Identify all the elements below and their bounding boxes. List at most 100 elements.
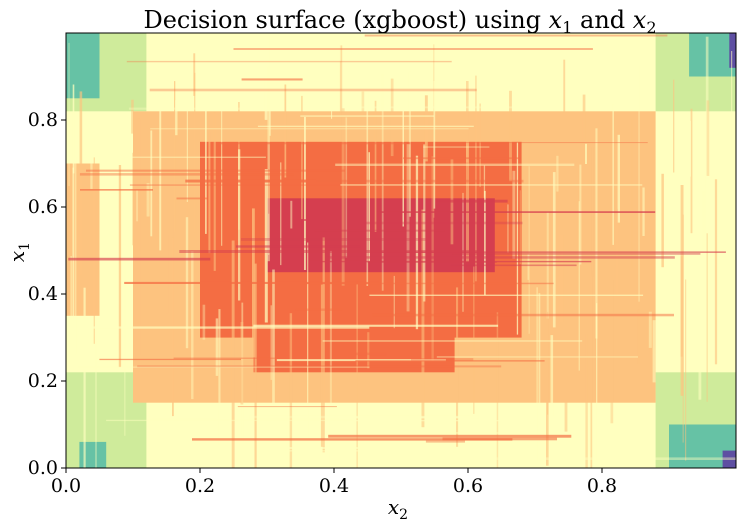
grain-streak xyxy=(579,164,582,265)
grain-streak xyxy=(673,79,675,173)
grain-streak xyxy=(433,81,436,209)
y-tick-label: 0.8 xyxy=(28,109,58,131)
chart-title: Decision surface (xgboost) using x1 and … xyxy=(143,6,656,37)
grain-streak xyxy=(436,199,508,203)
grain-streak xyxy=(302,282,554,285)
grain-streak xyxy=(423,146,490,148)
grain-streak xyxy=(99,358,242,361)
grain-streak xyxy=(582,94,586,141)
grain-streak xyxy=(466,124,469,262)
grain-streak xyxy=(149,88,477,92)
grain-streak xyxy=(652,320,656,383)
grain-streak xyxy=(436,356,638,358)
grain-streak xyxy=(197,49,200,103)
grain-streak xyxy=(186,107,188,202)
grain-streak xyxy=(68,42,70,187)
grain-streak xyxy=(68,257,211,261)
grain-streak xyxy=(83,287,86,468)
grain-streak xyxy=(596,303,598,460)
grain-streak xyxy=(146,183,150,217)
grain-streak xyxy=(296,219,337,221)
plot-frame xyxy=(65,32,737,469)
heatmap-region xyxy=(689,33,736,77)
heatmap-region xyxy=(722,450,736,468)
y-axis-label: x1 xyxy=(5,242,33,262)
grain-streak xyxy=(338,39,341,62)
grain-streak xyxy=(381,73,384,291)
grain-streak xyxy=(237,406,337,408)
grain-streak xyxy=(519,190,521,265)
grain-streak xyxy=(193,53,196,96)
grain-streak xyxy=(367,332,370,369)
grain-streak xyxy=(159,86,162,251)
grain-streak xyxy=(366,86,369,286)
grain-streak xyxy=(547,311,549,415)
grain-streak xyxy=(253,324,499,327)
grain-streak xyxy=(93,326,370,329)
x-tick-label: 0.2 xyxy=(185,475,215,497)
grain-streak xyxy=(556,155,559,192)
plot-area xyxy=(65,32,737,469)
grain-streak xyxy=(165,235,169,314)
grain-streak xyxy=(328,434,572,438)
grain-streak xyxy=(552,172,556,328)
grain-streak xyxy=(689,120,691,177)
grain-streak xyxy=(483,165,486,198)
grain-streak xyxy=(208,131,211,254)
grain-streak xyxy=(202,304,206,340)
grain-streak xyxy=(77,366,370,368)
grain-streak xyxy=(536,287,538,461)
grain-streak xyxy=(220,142,411,145)
grain-streak xyxy=(347,420,528,422)
grain-streak xyxy=(467,457,736,460)
grain-streak xyxy=(341,108,345,286)
grain-streak xyxy=(300,115,435,117)
grain-streak xyxy=(254,263,257,468)
grain-streak xyxy=(356,284,358,468)
grain-streak xyxy=(233,48,593,50)
grain-streak xyxy=(335,163,575,166)
y-axis-ticks: 0.0 0.2 0.4 0.6 0.8 xyxy=(28,109,66,479)
grain-streak xyxy=(393,275,395,329)
grain-streak xyxy=(179,250,483,253)
grain-streak xyxy=(79,173,294,176)
grain-streak xyxy=(185,179,317,183)
grain-streak xyxy=(93,157,95,344)
grain-streak xyxy=(331,36,333,119)
grain-streak xyxy=(475,75,477,282)
grain-streak xyxy=(452,253,701,255)
y-tick-label: 0.6 xyxy=(28,196,58,218)
grain-streak xyxy=(612,104,614,245)
grain-streak xyxy=(173,215,175,362)
grain-streak xyxy=(240,322,244,405)
grain-streak xyxy=(484,190,486,296)
grain-streak xyxy=(349,106,557,109)
grain-streak xyxy=(450,264,577,267)
grain-streak xyxy=(126,60,452,63)
grain-streak xyxy=(637,309,640,364)
grain-streak xyxy=(80,189,153,191)
grain-streak xyxy=(264,447,452,449)
grain-streak xyxy=(538,293,541,410)
grain-streak xyxy=(702,190,705,249)
grain-streak xyxy=(527,254,529,280)
grain-streak xyxy=(90,136,93,189)
x-tick-label: 0.0 xyxy=(51,475,81,497)
grain-streak xyxy=(338,416,471,419)
grain-streak xyxy=(221,91,223,246)
grain-streak xyxy=(372,313,674,317)
heatmap-region xyxy=(253,337,455,373)
grain-streak xyxy=(512,170,516,259)
grain-streak xyxy=(406,144,410,312)
grain-streak xyxy=(231,240,235,468)
grain-streak xyxy=(241,78,303,81)
grain-streak xyxy=(367,261,497,263)
grain-streak xyxy=(124,254,126,436)
heatmap-region xyxy=(729,33,736,68)
grain-streak xyxy=(411,358,474,361)
grain-streak xyxy=(213,112,216,271)
grain-streak xyxy=(507,204,509,253)
x-tick-label: 0.4 xyxy=(319,475,349,497)
grain-streak xyxy=(564,195,568,432)
grain-streak xyxy=(705,36,709,242)
